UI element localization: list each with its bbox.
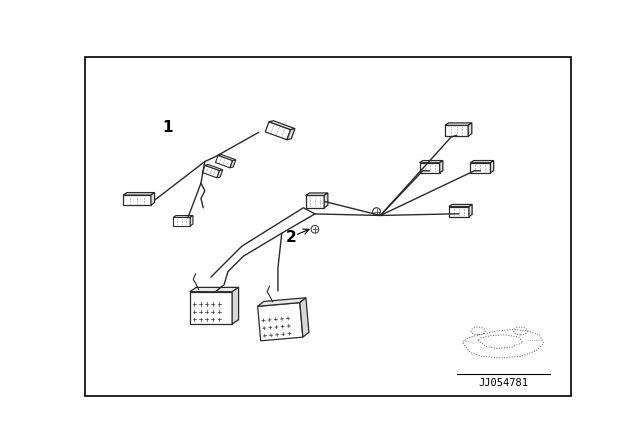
Polygon shape [490, 160, 493, 173]
Circle shape [311, 225, 319, 233]
Polygon shape [300, 298, 309, 337]
Polygon shape [287, 129, 295, 140]
Polygon shape [449, 207, 469, 217]
Polygon shape [440, 160, 443, 173]
Polygon shape [190, 215, 193, 226]
Polygon shape [173, 215, 193, 217]
Polygon shape [258, 302, 303, 341]
Polygon shape [123, 195, 151, 205]
Polygon shape [470, 160, 493, 163]
Polygon shape [218, 155, 236, 160]
Polygon shape [216, 155, 232, 168]
Polygon shape [445, 125, 468, 136]
Polygon shape [306, 193, 328, 195]
Polygon shape [420, 163, 440, 173]
Polygon shape [258, 298, 306, 306]
Polygon shape [469, 204, 472, 217]
Polygon shape [217, 170, 223, 178]
Polygon shape [269, 121, 295, 129]
Polygon shape [306, 195, 324, 208]
Polygon shape [190, 292, 232, 324]
Text: 2: 2 [285, 229, 296, 245]
Polygon shape [445, 123, 472, 125]
Polygon shape [230, 160, 236, 168]
Polygon shape [151, 193, 155, 205]
Polygon shape [324, 193, 328, 208]
Polygon shape [123, 193, 155, 195]
Text: JJ054781: JJ054781 [479, 378, 529, 388]
Ellipse shape [513, 327, 527, 335]
Polygon shape [190, 287, 239, 292]
Ellipse shape [471, 327, 485, 335]
Text: 1: 1 [163, 120, 173, 135]
Polygon shape [205, 164, 223, 171]
Polygon shape [420, 160, 443, 163]
Polygon shape [468, 123, 472, 136]
Polygon shape [202, 165, 220, 178]
Polygon shape [265, 122, 291, 140]
Circle shape [372, 208, 380, 215]
Polygon shape [173, 217, 190, 226]
Polygon shape [232, 287, 239, 324]
Polygon shape [470, 163, 490, 173]
Polygon shape [449, 204, 472, 207]
